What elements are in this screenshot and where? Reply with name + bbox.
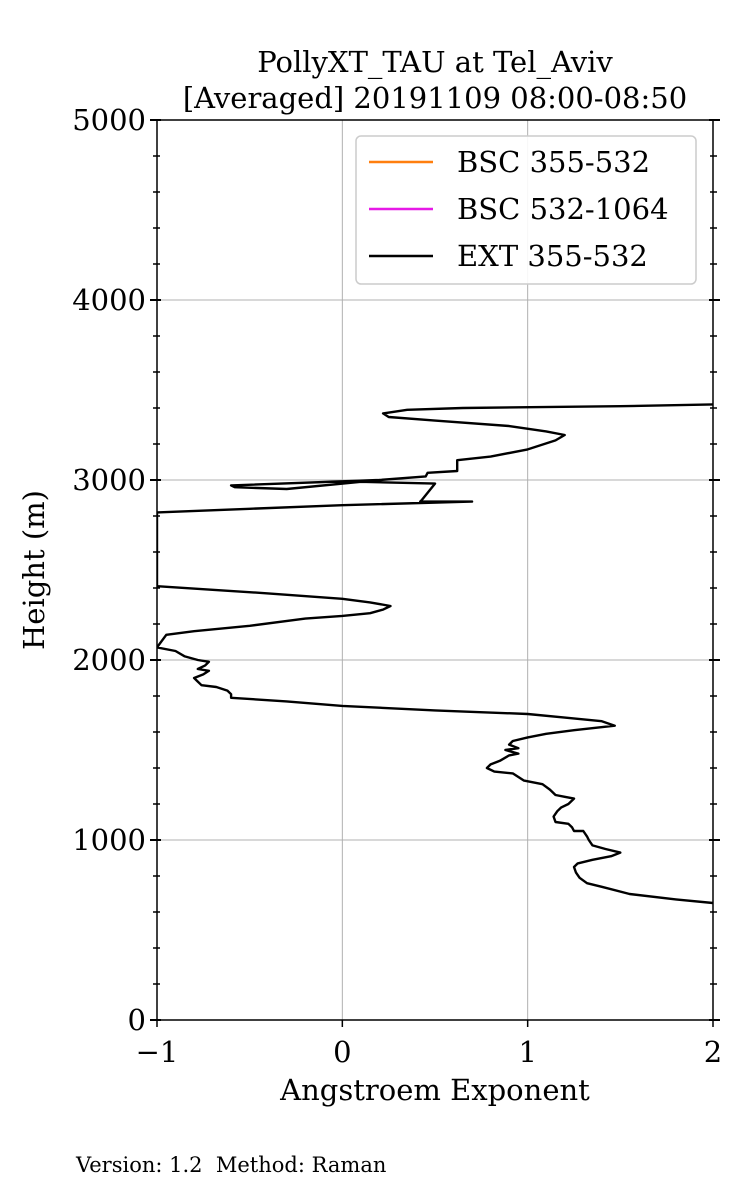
legend-label: BSC 532-1064	[457, 192, 669, 226]
legend-box	[355, 135, 697, 285]
y-tick-label: 1000	[72, 823, 146, 857]
y-tick-label: 3000	[72, 463, 146, 497]
x-tick-label: −1	[136, 1035, 179, 1069]
legend-label: BSC 355-532	[457, 145, 650, 179]
x-tick-label: 1	[518, 1035, 536, 1069]
plot-frame	[156, 119, 714, 1021]
series-line-ext-355-532	[157, 403, 713, 905]
y-tick-label: 4000	[72, 283, 146, 317]
series-layer	[157, 403, 713, 905]
y-tick-label: 2000	[72, 643, 146, 677]
y-axis-label: Height (m)	[17, 490, 51, 650]
legend: BSC 355-532 BSC 532-1064 EXT 355-532	[355, 135, 697, 285]
x-tick-label: 2	[704, 1035, 722, 1069]
x-tick-label: 0	[333, 1035, 351, 1069]
y-tick-label: 5000	[72, 103, 146, 137]
chart-title-line1: PollyXT_TAU at Tel_Aviv	[257, 45, 613, 80]
x-axis-label: Angstroem Exponent	[279, 1073, 590, 1107]
footer-version-method: Version: 1.2 Method: Raman	[76, 1153, 387, 1177]
chart-title-line2: [Averaged] 20191109 08:00-08:50	[183, 81, 687, 115]
y-tick-label: 0	[128, 1003, 146, 1037]
legend-label: EXT 355-532	[457, 239, 648, 273]
